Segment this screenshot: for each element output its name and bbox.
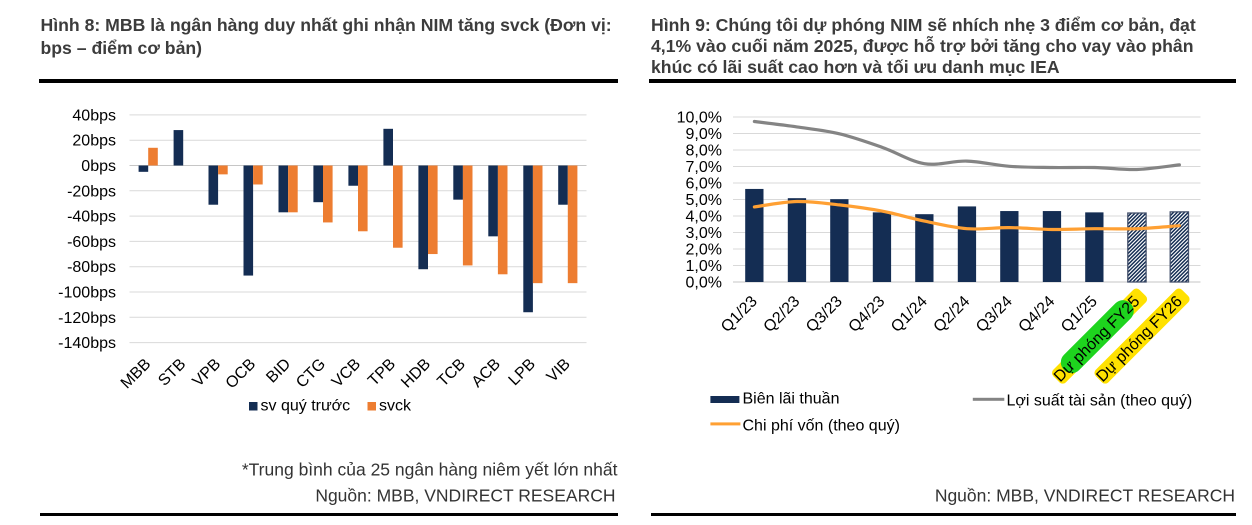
svg-text:svck: svck: [379, 398, 412, 415]
svg-text:HDB: HDB: [398, 356, 434, 392]
svg-text:9,0%: 9,0%: [686, 126, 722, 143]
svg-text:-80bps: -80bps: [67, 259, 116, 276]
svg-text:MBB: MBB: [118, 356, 155, 393]
svg-text:Q4/24: Q4/24: [1016, 293, 1059, 336]
svg-text:sv quý trước: sv quý trước: [261, 398, 351, 415]
svg-text:Chi phí vốn (theo quý): Chi phí vốn (theo quý): [743, 418, 900, 435]
svg-text:Q3/23: Q3/23: [803, 293, 846, 336]
svg-text:Biên lãi thuần: Biên lãi thuần: [743, 391, 840, 408]
svg-text:2,0%: 2,0%: [686, 242, 722, 259]
svg-text:5,0%: 5,0%: [686, 192, 722, 209]
svg-text:7,0%: 7,0%: [686, 159, 722, 176]
svg-text:-40bps: -40bps: [67, 209, 116, 226]
svg-text:CTG: CTG: [293, 356, 329, 392]
svg-text:Nguồn: MBB, VNDIRECT RESEARCH: Nguồn: MBB, VNDIRECT RESEARCH: [315, 486, 615, 506]
svg-text:-20bps: -20bps: [67, 183, 116, 200]
svg-text:Nguồn: MBB, VNDIRECT RESEARCH: Nguồn: MBB, VNDIRECT RESEARCH: [935, 486, 1235, 506]
svg-text:ACB: ACB: [469, 356, 504, 391]
svg-text:40bps: 40bps: [72, 107, 116, 124]
svg-text:LPB: LPB: [506, 356, 539, 389]
svg-text:Q4/23: Q4/23: [846, 293, 889, 336]
svg-text:0bps: 0bps: [81, 158, 116, 175]
svg-text:VCB: VCB: [329, 356, 364, 391]
svg-text:0,0%: 0,0%: [686, 275, 722, 292]
svg-text:VPB: VPB: [190, 356, 225, 391]
svg-text:Q2/23: Q2/23: [761, 293, 804, 336]
svg-text:-140bps: -140bps: [58, 335, 116, 352]
svg-text:Q1/23: Q1/23: [718, 293, 761, 336]
svg-text:Q1/24: Q1/24: [888, 293, 931, 336]
svg-text:VIB: VIB: [544, 356, 574, 386]
svg-text:TPB: TPB: [365, 356, 399, 390]
svg-text:STB: STB: [155, 356, 189, 390]
svg-text:Q3/24: Q3/24: [973, 293, 1016, 336]
svg-text:4,0%: 4,0%: [686, 209, 722, 226]
svg-text:*Trung bình của 25 ngân hàng n: *Trung bình của 25 ngân hàng niêm yết lớ…: [242, 460, 618, 480]
svg-text:20bps: 20bps: [72, 133, 116, 150]
svg-text:1,0%: 1,0%: [686, 258, 722, 275]
svg-text:Lợi suất tài sản (theo quý): Lợi suất tài sản (theo quý): [1007, 393, 1193, 410]
svg-text:-60bps: -60bps: [67, 234, 116, 251]
svg-text:-120bps: -120bps: [58, 310, 116, 327]
svg-text:3,0%: 3,0%: [686, 225, 722, 242]
svg-text:-100bps: -100bps: [58, 285, 116, 302]
svg-text:6,0%: 6,0%: [686, 176, 722, 193]
svg-text:8,0%: 8,0%: [686, 143, 722, 160]
svg-text:OCB: OCB: [223, 356, 260, 393]
svg-text:Q2/24: Q2/24: [931, 293, 974, 336]
svg-text:BID: BID: [263, 356, 294, 387]
svg-text:TCB: TCB: [434, 356, 469, 391]
svg-text:10,0%: 10,0%: [677, 110, 722, 127]
